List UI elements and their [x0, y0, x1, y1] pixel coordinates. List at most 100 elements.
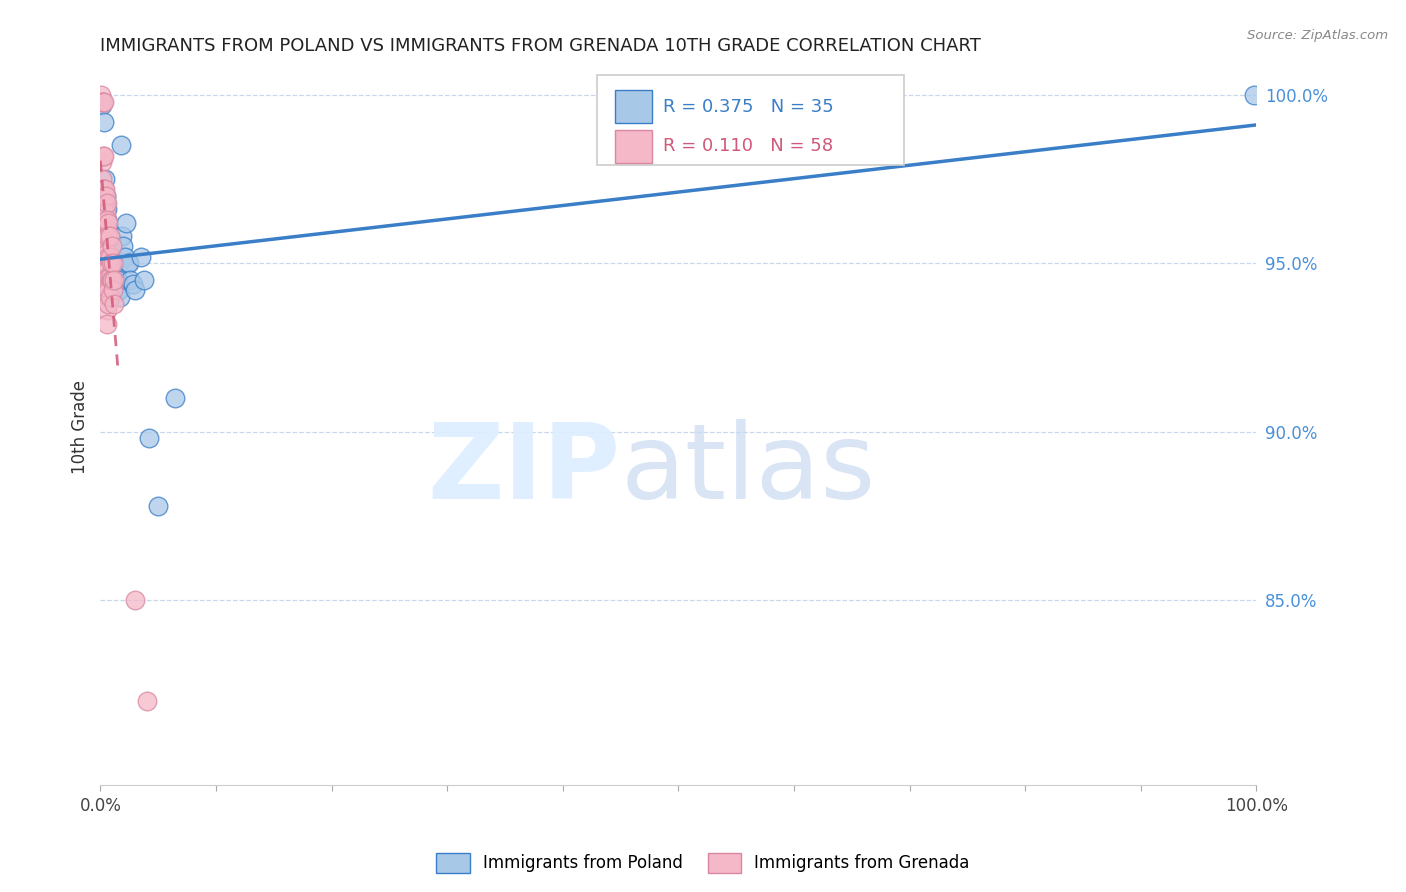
Point [93, 182, 115, 196]
Point [94, 182, 117, 196]
Point [96, 212, 118, 227]
Point [104, 256, 127, 270]
Text: R = 0.110   N = 58: R = 0.110 N = 58 [664, 137, 834, 155]
Point [111, 229, 134, 244]
Point [96, 202, 118, 217]
Point [94, 189, 117, 203]
Point [107, 273, 129, 287]
Point [96, 195, 118, 210]
Point [97, 283, 120, 297]
Point [90, 95, 112, 109]
Point [94, 273, 117, 287]
Legend: Immigrants from Poland, Immigrants from Grenada: Immigrants from Poland, Immigrants from … [430, 847, 976, 880]
FancyBboxPatch shape [614, 90, 652, 123]
Point [90, 155, 112, 169]
Point [98, 229, 121, 244]
Point [96, 212, 118, 227]
Point [94, 229, 117, 244]
Point [90, 206, 112, 220]
Point [94, 195, 117, 210]
Point [93, 236, 115, 251]
Point [138, 432, 160, 446]
Point [90, 98, 112, 112]
Point [108, 283, 131, 297]
Point [96, 303, 118, 318]
Point [90, 172, 112, 186]
Point [93, 256, 115, 270]
Point [97, 250, 120, 264]
Y-axis label: 10th Grade: 10th Grade [72, 380, 89, 474]
Point [118, 256, 141, 270]
Point [93, 115, 115, 129]
Point [97, 269, 120, 284]
Point [97, 222, 120, 236]
Point [91, 148, 114, 162]
Point [103, 273, 125, 287]
Point [90, 87, 112, 102]
Point [91, 95, 114, 109]
Point [146, 499, 169, 513]
Point [96, 317, 118, 331]
Point [96, 277, 118, 291]
Point [94, 206, 117, 220]
Point [135, 694, 157, 708]
Point [120, 273, 142, 287]
Point [94, 222, 117, 236]
Point [98, 269, 121, 284]
Point [129, 250, 152, 264]
Point [101, 239, 124, 253]
Point [91, 229, 114, 244]
Point [165, 391, 187, 405]
Point [124, 593, 146, 607]
Point [94, 172, 117, 186]
Point [101, 283, 124, 297]
Point [96, 246, 118, 260]
Point [117, 256, 139, 270]
Point [97, 297, 120, 311]
Point [101, 273, 124, 287]
Point [96, 290, 118, 304]
Point [100, 233, 122, 247]
Point [101, 256, 124, 270]
Point [108, 290, 131, 304]
Point [96, 229, 118, 244]
Point [91, 199, 114, 213]
Point [91, 216, 114, 230]
Point [100, 256, 122, 270]
Text: atlas: atlas [620, 418, 876, 521]
Text: Source: ZipAtlas.com: Source: ZipAtlas.com [1247, 29, 1388, 42]
Point [93, 222, 115, 236]
Point [103, 256, 125, 270]
Point [94, 199, 117, 213]
FancyBboxPatch shape [598, 75, 904, 165]
Point [93, 202, 115, 217]
FancyBboxPatch shape [614, 129, 652, 162]
Point [124, 283, 146, 297]
Point [93, 148, 115, 162]
Point [114, 250, 136, 264]
Point [100, 273, 122, 287]
Point [97, 229, 120, 244]
Point [101, 250, 124, 264]
Point [1243, 87, 1265, 102]
Point [96, 263, 118, 277]
Point [101, 239, 124, 253]
Text: ZIP: ZIP [427, 418, 620, 521]
Point [105, 263, 128, 277]
Point [94, 256, 117, 270]
Point [103, 297, 125, 311]
Point [112, 239, 135, 253]
Point [114, 216, 136, 230]
Point [110, 138, 132, 153]
Point [91, 182, 114, 196]
Point [94, 189, 117, 203]
Point [121, 277, 143, 291]
Point [93, 95, 115, 109]
Point [98, 290, 121, 304]
Point [94, 239, 117, 253]
Point [97, 216, 120, 230]
Point [98, 250, 121, 264]
Point [107, 277, 129, 291]
Point [134, 273, 156, 287]
Point [98, 229, 121, 244]
